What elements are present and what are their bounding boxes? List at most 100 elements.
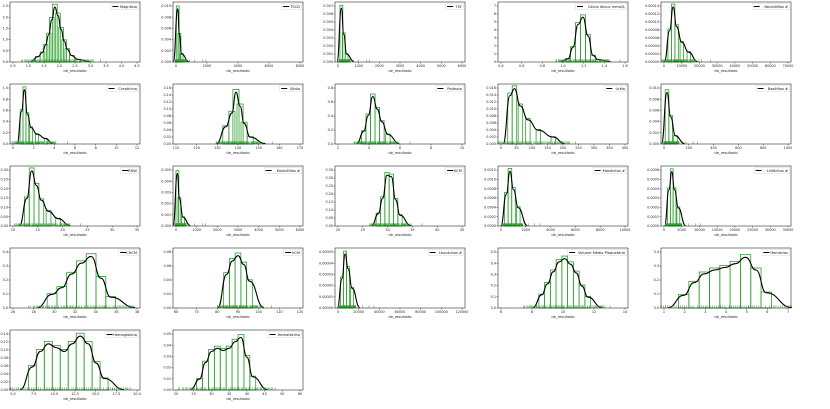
y-tick-label: 0.35 <box>325 168 333 172</box>
hist-bar <box>517 103 524 145</box>
x-tick-label: 26 <box>11 310 15 314</box>
y-tick-label: 0.20 <box>325 192 333 196</box>
x-tick-label: 10 <box>114 146 118 150</box>
x-tick-label: 45 <box>460 228 464 232</box>
x-axis-label: de_resultado <box>551 315 574 319</box>
legend-box <box>110 3 139 10</box>
y-tick-label: 0.0000 <box>484 224 496 228</box>
x-tick-label: 60000 <box>395 310 406 314</box>
y-tick-label: 0.0012 <box>484 168 496 172</box>
y-tick-label: 0.15 <box>325 200 333 204</box>
y-tick-label: 0.002 <box>649 131 659 135</box>
x-tick-label: 1.6 <box>622 64 627 68</box>
kde-curve <box>16 89 53 145</box>
legend: Basófilos # <box>755 85 790 92</box>
x-tick-label: 0 <box>663 146 665 150</box>
x-tick-label: 2 <box>33 146 35 150</box>
kde-curve <box>336 7 354 63</box>
y-tick-label: 0.0004 <box>484 205 496 209</box>
y-tick-label: 0.03 <box>163 355 171 359</box>
y-tick-label: 0.010 <box>649 86 659 90</box>
legend: Hematócrito <box>267 331 302 338</box>
x-tick-label: 150 <box>255 146 261 150</box>
rug-marks <box>28 305 134 308</box>
x-axis-label: de_resultado <box>714 315 737 319</box>
legend-box <box>575 3 627 10</box>
legend-label: Uréia <box>616 87 625 91</box>
x-tick-label: 70000 <box>783 64 794 68</box>
legend-box <box>761 249 790 256</box>
y-tick-label: 0.08 <box>163 114 171 118</box>
y-tick-label: 0.1 <box>654 292 659 296</box>
x-tick-label: 0.5 <box>10 64 15 68</box>
legend-box <box>106 85 139 92</box>
y-tick-label: 0.0 <box>3 60 8 64</box>
legend-label: Leucócitos # <box>439 251 462 255</box>
y-tick-label: 0.004 <box>323 28 333 32</box>
x-tick-label: 25 <box>85 228 89 232</box>
y-tick-label: 0.0001 <box>647 215 659 219</box>
axes-frame <box>172 83 304 145</box>
legend-label: Creatinina <box>119 87 138 91</box>
y-tick-label: 0.06 <box>163 264 171 268</box>
legend: TSF <box>445 3 464 10</box>
x-tick-label: 8 <box>430 146 432 150</box>
subplot-2: 0 2000 4000 6000 8000 0.000 0.002 0.004 0.006 0.0… <box>161 1 304 73</box>
hist-bar <box>45 210 52 227</box>
rug-marks <box>353 141 411 144</box>
hist-bar <box>567 261 574 309</box>
legend: Monócitos # <box>592 167 627 174</box>
y-tick-label: 0.30 <box>0 168 8 172</box>
y-tick-label: 0.6 <box>3 109 8 113</box>
hist-bar <box>219 348 227 391</box>
y-tick-label: 0.00 <box>163 142 171 146</box>
y-tick-label: 0.00012 <box>645 12 659 16</box>
x-tick-label: 30 <box>110 228 114 232</box>
y-tick-label: 0.6 <box>328 100 333 104</box>
y-tick-label: 0.06 <box>0 364 8 368</box>
legend: CHCM <box>118 249 139 256</box>
x-tick-label: 50 <box>280 392 284 396</box>
y-tick-label: 0.20 <box>0 187 8 191</box>
x-tick-label: 1000 <box>784 146 793 150</box>
y-tick-label: 0.02 <box>163 135 171 139</box>
x-tick-label: 5 <box>746 310 748 314</box>
legend-label: Hemoglobina <box>113 333 137 337</box>
rug-marks <box>21 59 101 62</box>
x-tick-label: 6000 <box>265 64 274 68</box>
x-tick-label: 2 <box>337 146 339 150</box>
y-tick-label: 0.4 <box>3 120 8 124</box>
x-tick-label: 0 <box>337 64 339 68</box>
x-tick-label: 2.5 <box>72 64 77 68</box>
axes-frame <box>9 1 141 63</box>
legend-label: Eosinófilos # <box>277 169 300 173</box>
hist-bar <box>719 264 731 309</box>
x-tick-label: 4000 <box>254 228 263 232</box>
y-tick-label: 0.006 <box>161 27 171 31</box>
x-tick-label: 10 <box>460 146 464 150</box>
x-tick-label: 35 <box>135 228 139 232</box>
x-tick-label: 100 <box>529 146 535 150</box>
subplot-8: 2 4 6 8 10 0.0 0.2 0.4 0.6 0.8 de_resultado Potássi… <box>328 83 466 155</box>
legend-label: Sódio <box>290 87 300 91</box>
hist-bar <box>679 40 684 63</box>
x-tick-label: 200 <box>686 146 692 150</box>
hist-bar <box>76 260 87 309</box>
y-tick-label: 0.002 <box>486 135 496 139</box>
x-tick-label: 17.5 <box>113 392 121 396</box>
y-tick-label: 0.0006 <box>647 168 659 172</box>
x-axis-label: de_resultado <box>226 151 249 155</box>
y-tick-label: 0.007 <box>323 4 333 8</box>
x-tick-label: 15 <box>36 228 40 232</box>
hist-bar <box>561 255 569 309</box>
x-axis-label: de_resultado <box>714 233 737 237</box>
y-tick-label: 0.00006 <box>645 36 659 40</box>
y-tick-label: 0.10 <box>0 348 8 352</box>
y-tick-label: 0.004 <box>649 120 659 124</box>
y-tick-label: 1.5 <box>3 27 8 31</box>
y-tick-label: 0.00004 <box>319 261 333 265</box>
y-tick-label: 0.010 <box>161 4 171 8</box>
y-tick-label: 0.000 <box>649 142 659 146</box>
subplot-15: 0 5000 10000 15000 20000 25000 30000 35000 0.000… <box>647 165 793 237</box>
y-tick-label: 0.4 <box>654 250 659 254</box>
